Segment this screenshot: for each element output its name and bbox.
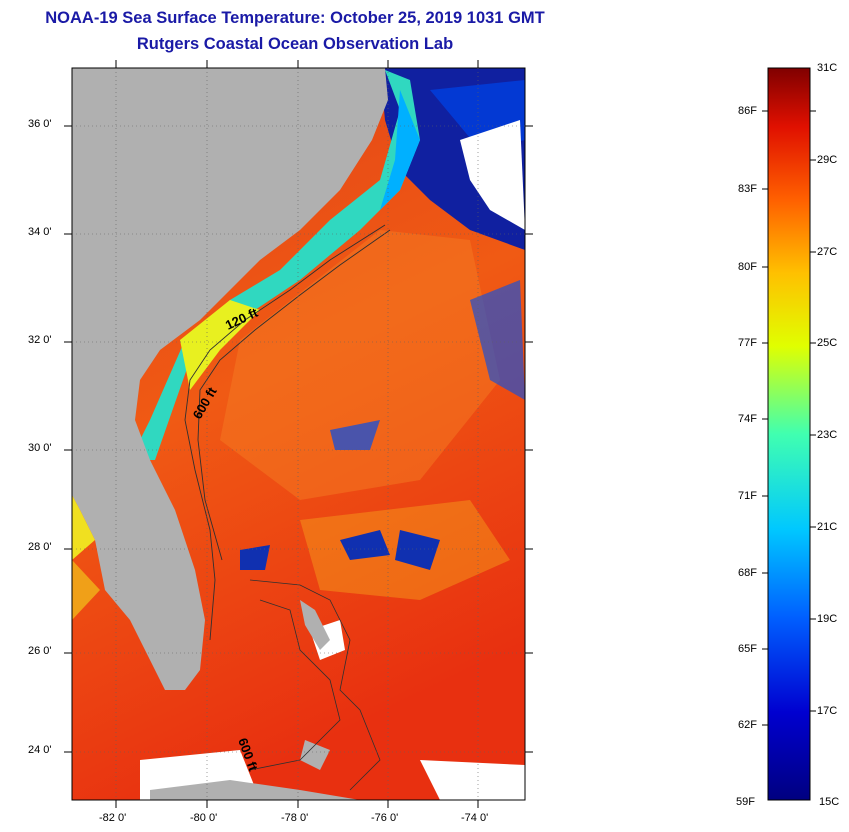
cool-shelf-water: [130, 70, 420, 460]
colorbar-c-label: 25C: [817, 337, 838, 349]
colorbar-c-label: 31C: [817, 62, 838, 74]
map-subtitle: Rutgers Coastal Ocean Observation Lab: [136, 35, 454, 53]
colorbar-c-label: 17C: [817, 705, 838, 717]
land-mainland: [72, 68, 388, 690]
lat-label: 26 0': [28, 645, 52, 657]
colorbar-c-label: 29C: [817, 154, 838, 166]
colorbar-c-label: 27C: [817, 246, 838, 258]
colorbar-c-label: 21C: [817, 521, 838, 533]
contour-120ft: [184, 224, 386, 641]
colorbar-c-label: 19C: [817, 613, 838, 625]
colorbar-f-label: 71F: [738, 490, 757, 502]
colorbar-f-label: 80F: [738, 261, 757, 273]
colorbar-f-label: 65F: [738, 643, 757, 655]
lat-label: 24 0': [28, 744, 52, 756]
lat-label: 36 0': [28, 118, 52, 130]
lon-label: -78 0': [281, 812, 309, 824]
colorbar-f-label: 83F: [738, 183, 757, 195]
lat-label: 28 0': [28, 541, 52, 553]
lon-label: -76 0': [371, 812, 399, 824]
colorbar: [767, 67, 811, 801]
land-cuba: [150, 780, 360, 800]
map-title: NOAA-19 Sea Surface Temperature: October…: [45, 9, 545, 27]
lat-label: 30 0': [28, 442, 52, 454]
colorbar-f-label: 86F: [738, 105, 757, 117]
lat-label: 34 0': [28, 226, 52, 238]
colorbar-f-label: 77F: [738, 337, 757, 349]
colorbar-f-label: 59F: [736, 796, 755, 808]
cloud-patch: [460, 120, 525, 230]
lon-label: -80 0': [190, 812, 218, 824]
colorbar-c-label: 15C: [819, 796, 840, 808]
lon-label: -82 0': [99, 812, 127, 824]
colorbar-f-label: 68F: [738, 567, 757, 579]
colorbar-c-label: 23C: [817, 429, 838, 441]
colorbar-f-label: 74F: [738, 413, 757, 425]
colorbar-f-label: 62F: [738, 719, 757, 731]
lat-label: 32 0': [28, 334, 52, 346]
lon-label: -74 0': [461, 812, 489, 824]
contour-600ft: [197, 229, 391, 561]
